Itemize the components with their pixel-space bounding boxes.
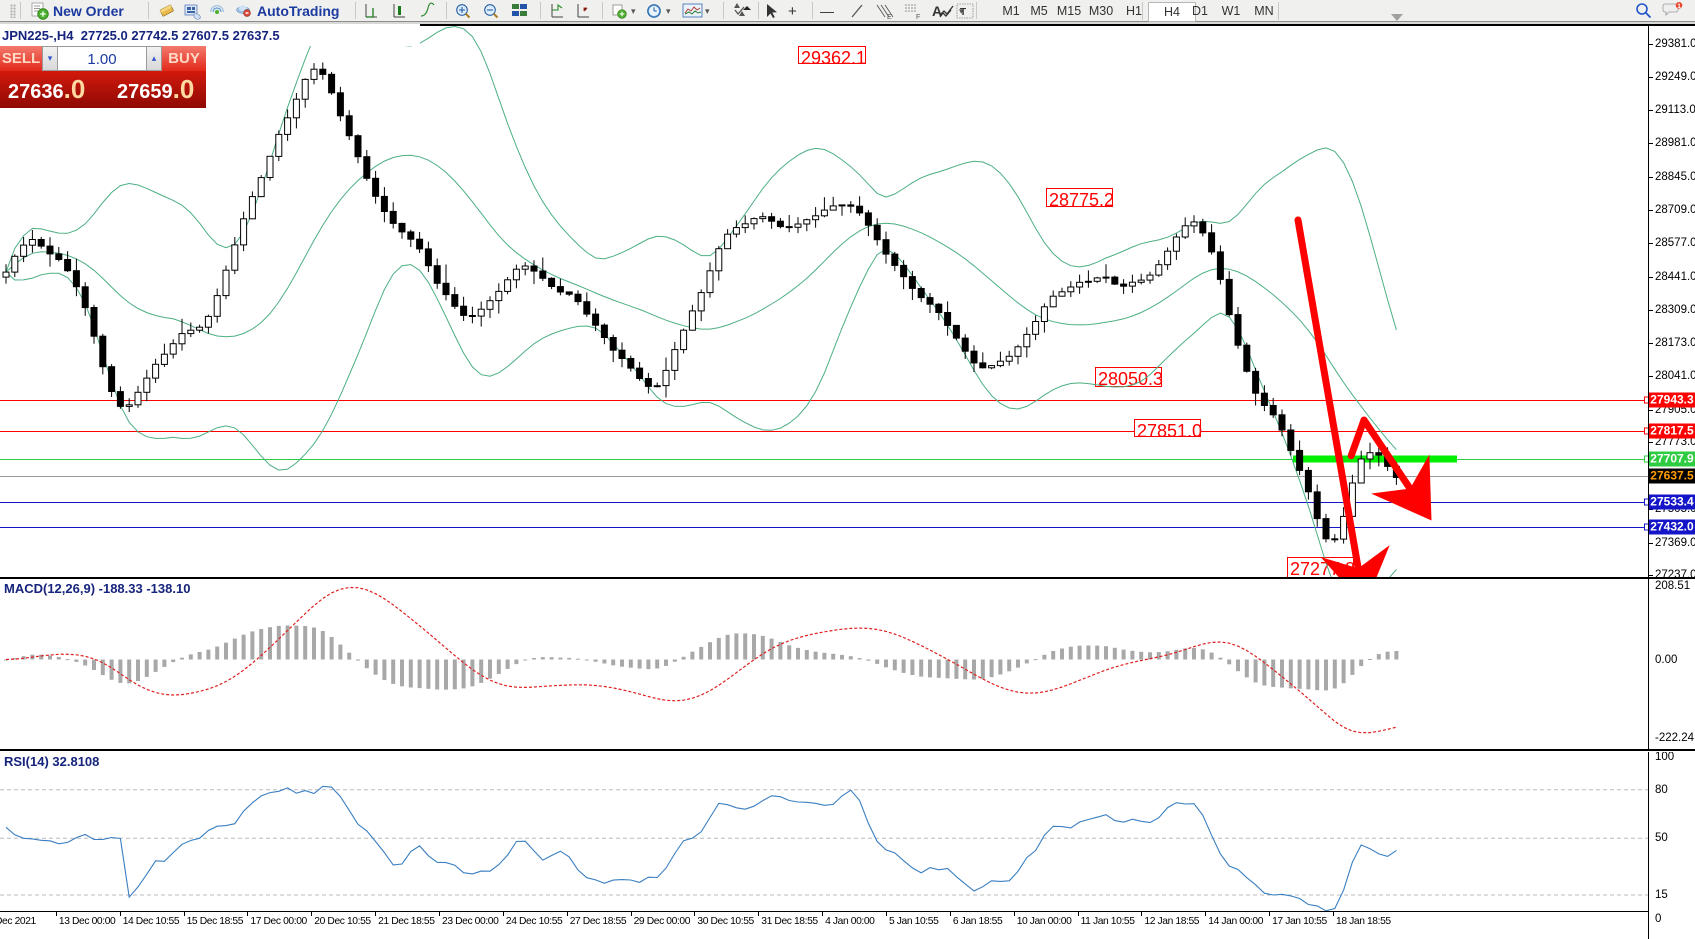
svg-text:1: 1 (1677, 3, 1681, 10)
